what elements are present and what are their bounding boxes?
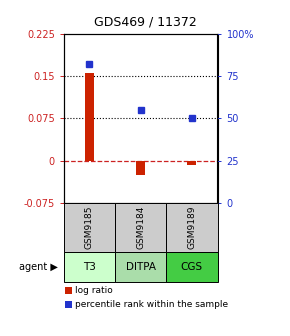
Text: agent ▶: agent ▶	[19, 262, 58, 272]
Text: GSM9185: GSM9185	[85, 206, 94, 249]
Bar	[85, 73, 94, 161]
Text: GDS469 / 11372: GDS469 / 11372	[94, 15, 196, 28]
Text: GSM9189: GSM9189	[187, 206, 196, 249]
Text: GSM9184: GSM9184	[136, 206, 145, 249]
Text: DITPA: DITPA	[126, 262, 156, 272]
Text: percentile rank within the sample: percentile rank within the sample	[75, 300, 228, 309]
Text: CGS: CGS	[181, 262, 203, 272]
Bar	[136, 161, 145, 175]
Text: T3: T3	[83, 262, 96, 272]
Text: log ratio: log ratio	[75, 286, 113, 295]
Bar	[187, 161, 197, 165]
